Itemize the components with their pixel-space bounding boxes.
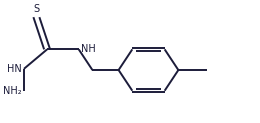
Text: S: S xyxy=(33,4,40,14)
Text: HN: HN xyxy=(7,64,22,74)
Text: NH: NH xyxy=(81,44,96,54)
Text: NH₂: NH₂ xyxy=(3,86,22,96)
